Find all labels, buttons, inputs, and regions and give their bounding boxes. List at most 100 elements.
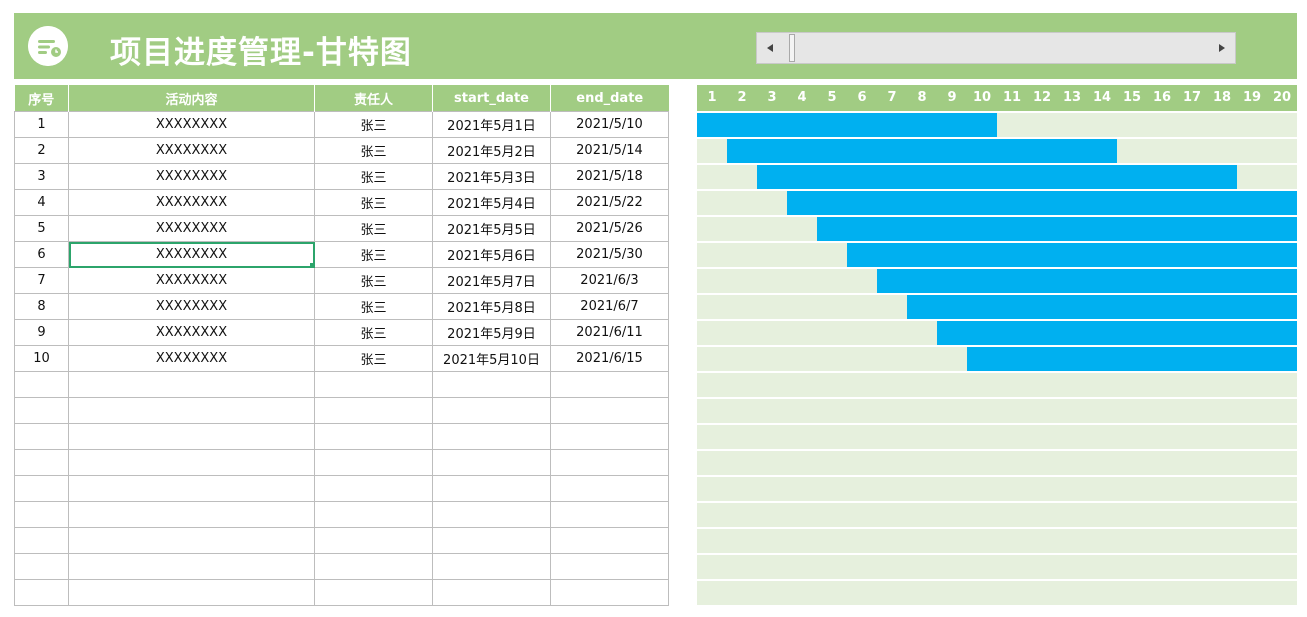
empty-cell[interactable] bbox=[14, 527, 69, 554]
empty-cell[interactable] bbox=[550, 397, 669, 424]
empty-cell[interactable] bbox=[550, 579, 669, 606]
cell-task[interactable]: XXXXXXXX bbox=[68, 215, 315, 242]
empty-cell[interactable] bbox=[68, 553, 315, 580]
cell-owner[interactable]: 张三 bbox=[314, 241, 433, 268]
empty-cell[interactable] bbox=[550, 501, 669, 528]
cell-start-date[interactable]: 2021年5月10日 bbox=[432, 345, 551, 372]
fill-handle[interactable] bbox=[310, 263, 314, 267]
cell-start-date[interactable]: 2021年5月9日 bbox=[432, 319, 551, 346]
empty-cell[interactable] bbox=[314, 527, 433, 554]
empty-cell[interactable] bbox=[68, 579, 315, 606]
cell-no[interactable]: 1 bbox=[14, 111, 69, 138]
cell-task[interactable]: XXXXXXXX bbox=[68, 267, 315, 294]
cell-owner[interactable]: 张三 bbox=[314, 293, 433, 320]
empty-cell[interactable] bbox=[68, 397, 315, 424]
empty-cell[interactable] bbox=[68, 527, 315, 554]
empty-cell[interactable] bbox=[68, 449, 315, 476]
cell-task[interactable]: XXXXXXXX bbox=[68, 345, 315, 372]
cell-task[interactable]: XXXXXXXX bbox=[68, 137, 315, 164]
empty-cell[interactable] bbox=[14, 397, 69, 424]
empty-cell[interactable] bbox=[68, 371, 315, 398]
cell-owner[interactable]: 张三 bbox=[314, 215, 433, 242]
cell-owner[interactable]: 张三 bbox=[314, 267, 433, 294]
cell-start-date[interactable]: 2021年5月1日 bbox=[432, 111, 551, 138]
empty-cell[interactable] bbox=[550, 423, 669, 450]
empty-cell[interactable] bbox=[68, 423, 315, 450]
cell-task[interactable]: XXXXXXXX bbox=[68, 111, 315, 138]
cell-task[interactable]: XXXXXXXX bbox=[68, 293, 315, 320]
empty-cell[interactable] bbox=[432, 449, 551, 476]
empty-cell[interactable] bbox=[14, 579, 69, 606]
cell-end-date[interactable]: 2021/5/30 bbox=[550, 241, 669, 268]
cell-no[interactable]: 6 bbox=[14, 241, 69, 268]
empty-cell[interactable] bbox=[550, 449, 669, 476]
empty-cell[interactable] bbox=[432, 475, 551, 502]
empty-cell[interactable] bbox=[314, 501, 433, 528]
empty-cell[interactable] bbox=[314, 423, 433, 450]
cell-no[interactable]: 10 bbox=[14, 345, 69, 372]
cell-task[interactable]: XXXXXXXX bbox=[68, 163, 315, 190]
cell-task-selected[interactable]: XXXXXXXX bbox=[68, 241, 315, 268]
empty-cell[interactable] bbox=[314, 371, 433, 398]
cell-no[interactable]: 8 bbox=[14, 293, 69, 320]
cell-start-date[interactable]: 2021年5月7日 bbox=[432, 267, 551, 294]
cell-end-date[interactable]: 2021/5/26 bbox=[550, 215, 669, 242]
empty-cell[interactable] bbox=[14, 449, 69, 476]
cell-start-date[interactable]: 2021年5月4日 bbox=[432, 189, 551, 216]
empty-cell[interactable] bbox=[432, 553, 551, 580]
empty-cell[interactable] bbox=[432, 423, 551, 450]
cell-task[interactable]: XXXXXXXX bbox=[68, 189, 315, 216]
empty-cell[interactable] bbox=[14, 371, 69, 398]
cell-end-date[interactable]: 2021/6/11 bbox=[550, 319, 669, 346]
empty-cell[interactable] bbox=[314, 579, 433, 606]
column-header-task[interactable]: 活动内容 bbox=[68, 85, 315, 112]
cell-end-date[interactable]: 2021/5/14 bbox=[550, 137, 669, 164]
cell-end-date[interactable]: 2021/5/22 bbox=[550, 189, 669, 216]
empty-cell[interactable] bbox=[550, 475, 669, 502]
cell-end-date[interactable]: 2021/6/3 bbox=[550, 267, 669, 294]
empty-cell[interactable] bbox=[432, 501, 551, 528]
empty-cell[interactable] bbox=[14, 423, 69, 450]
empty-cell[interactable] bbox=[14, 553, 69, 580]
empty-cell[interactable] bbox=[432, 397, 551, 424]
cell-end-date[interactable]: 2021/5/18 bbox=[550, 163, 669, 190]
cell-no[interactable]: 4 bbox=[14, 189, 69, 216]
empty-cell[interactable] bbox=[314, 553, 433, 580]
arrow-right-icon[interactable] bbox=[1215, 40, 1229, 56]
cell-start-date[interactable]: 2021年5月3日 bbox=[432, 163, 551, 190]
empty-cell[interactable] bbox=[14, 501, 69, 528]
empty-cell[interactable] bbox=[432, 579, 551, 606]
column-header-no[interactable]: 序号 bbox=[14, 85, 69, 112]
empty-cell[interactable] bbox=[14, 475, 69, 502]
cell-end-date[interactable]: 2021/6/15 bbox=[550, 345, 669, 372]
empty-cell[interactable] bbox=[314, 397, 433, 424]
cell-end-date[interactable]: 2021/6/7 bbox=[550, 293, 669, 320]
empty-cell[interactable] bbox=[314, 449, 433, 476]
empty-cell[interactable] bbox=[550, 371, 669, 398]
empty-cell[interactable] bbox=[550, 553, 669, 580]
column-header-start-date[interactable]: start_date bbox=[432, 85, 551, 112]
cell-end-date[interactable]: 2021/5/10 bbox=[550, 111, 669, 138]
cell-task[interactable]: XXXXXXXX bbox=[68, 319, 315, 346]
cell-no[interactable]: 5 bbox=[14, 215, 69, 242]
column-header-end-date[interactable]: end_date bbox=[550, 85, 669, 112]
cell-no[interactable]: 9 bbox=[14, 319, 69, 346]
cell-owner[interactable]: 张三 bbox=[314, 137, 433, 164]
cell-start-date[interactable]: 2021年5月6日 bbox=[432, 241, 551, 268]
empty-cell[interactable] bbox=[68, 501, 315, 528]
timeline-scrollbar[interactable] bbox=[756, 32, 1236, 64]
empty-cell[interactable] bbox=[68, 475, 315, 502]
arrow-left-icon[interactable] bbox=[763, 40, 777, 56]
empty-cell[interactable] bbox=[432, 527, 551, 554]
cell-owner[interactable]: 张三 bbox=[314, 345, 433, 372]
empty-cell[interactable] bbox=[432, 371, 551, 398]
cell-owner[interactable]: 张三 bbox=[314, 319, 433, 346]
cell-owner[interactable]: 张三 bbox=[314, 111, 433, 138]
scrollbar-thumb[interactable] bbox=[789, 34, 795, 62]
cell-start-date[interactable]: 2021年5月5日 bbox=[432, 215, 551, 242]
cell-no[interactable]: 2 bbox=[14, 137, 69, 164]
cell-start-date[interactable]: 2021年5月8日 bbox=[432, 293, 551, 320]
empty-cell[interactable] bbox=[550, 527, 669, 554]
cell-no[interactable]: 7 bbox=[14, 267, 69, 294]
cell-owner[interactable]: 张三 bbox=[314, 189, 433, 216]
